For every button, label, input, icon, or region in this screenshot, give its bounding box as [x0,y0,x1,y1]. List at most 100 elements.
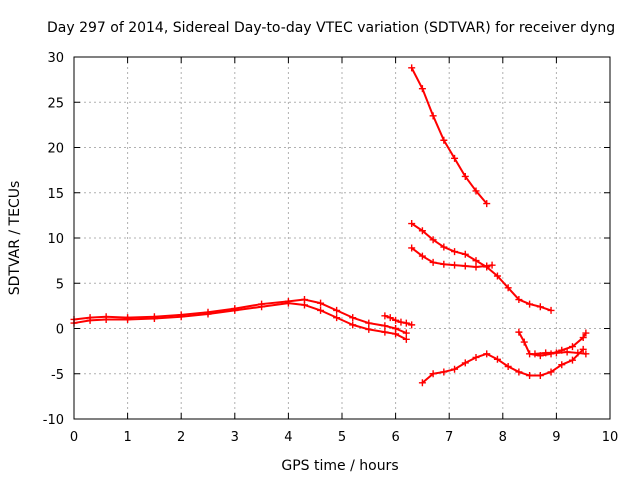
data-point [429,112,437,120]
series-track-8 [515,328,590,360]
x-tick-label: 0 [70,430,78,445]
data-point [150,315,158,323]
y-tick-label: 10 [47,232,64,247]
data-point [300,301,308,309]
data-point [472,263,480,271]
series-layer [70,64,590,387]
data-point [124,315,132,323]
data-point [392,330,400,338]
data-point [472,187,480,195]
data-point [381,312,389,320]
grid-layer [74,57,610,419]
y-tick-label: 25 [47,96,64,111]
x-tick-label: 6 [391,430,399,445]
data-point [333,314,341,322]
data-point [402,335,410,343]
x-tick-label: 9 [552,430,560,445]
data-point [231,306,239,314]
data-point [440,243,448,251]
data-point [204,310,212,318]
data-point [418,227,426,235]
data-point [483,262,491,270]
data-point [493,355,501,363]
x-tick-label: 5 [338,430,346,445]
data-point [461,262,469,270]
y-tick-label: 30 [47,51,64,66]
data-point [284,299,292,307]
data-point [558,361,566,369]
data-point [451,365,459,373]
data-point [392,316,400,324]
axis-layer: 0 1 2 3 4 5 6 7 8 9 10 -10 -5 0 5 10 15 20 25 30 [43,51,619,445]
data-point [402,319,410,327]
y-tick-label: -10 [43,413,64,428]
data-point [579,334,587,342]
data-point [526,300,534,308]
data-point [402,329,410,337]
data-point [520,338,528,346]
data-point [563,348,571,356]
series-line [410,222,553,312]
data-point [381,328,389,336]
data-point [408,220,416,228]
x-tick-label: 10 [602,430,619,445]
data-point [418,252,426,260]
data-point [536,372,544,380]
data-point [349,321,357,329]
data-point [582,329,590,337]
series-track-4 [408,64,491,208]
data-point [333,306,341,314]
data-point [504,363,512,371]
data-point [515,328,523,336]
data-point [483,350,491,358]
series-track-1 [70,296,410,337]
chart-title: Day 297 of 2014, Sidereal Day-to-day VTE… [47,20,615,36]
data-point [547,368,555,376]
series-line [421,348,585,384]
data-point [504,284,512,292]
data-point [397,318,405,326]
data-point [461,250,469,258]
data-point [86,316,94,324]
data-point [440,368,448,376]
data-point [317,306,325,314]
data-point [440,260,448,268]
data-point [531,350,539,358]
data-point [381,322,389,330]
data-point [102,315,110,323]
data-point [579,345,587,353]
data-point [552,349,560,357]
data-point [574,349,582,357]
data-point [472,257,480,265]
y-tick-label: -5 [51,368,64,383]
series-track-5 [408,220,555,314]
data-point [568,356,576,364]
data-point [542,349,550,357]
data-point [440,136,448,144]
x-tick-label: 1 [123,430,131,445]
y-tick-label: 5 [56,277,64,292]
data-point [365,319,373,327]
series-track-2 [70,299,410,343]
data-point [547,306,555,314]
data-point [317,299,325,307]
data-point [258,303,266,311]
data-point [493,272,501,280]
data-point [408,244,416,252]
x-axis-label: GPS time / hours [281,458,398,474]
y-tick-label: 20 [47,142,64,157]
data-point [461,359,469,367]
x-tick-label: 8 [499,430,507,445]
y-tick-label: 15 [47,187,64,202]
data-point [429,236,437,244]
data-point [582,350,590,358]
data-point [515,296,523,304]
data-point [365,325,373,333]
data-point [472,353,480,361]
data-point [461,172,469,180]
data-point [418,379,426,387]
data-point [386,314,394,322]
series-track-3 [381,312,416,329]
data-point [483,200,491,208]
